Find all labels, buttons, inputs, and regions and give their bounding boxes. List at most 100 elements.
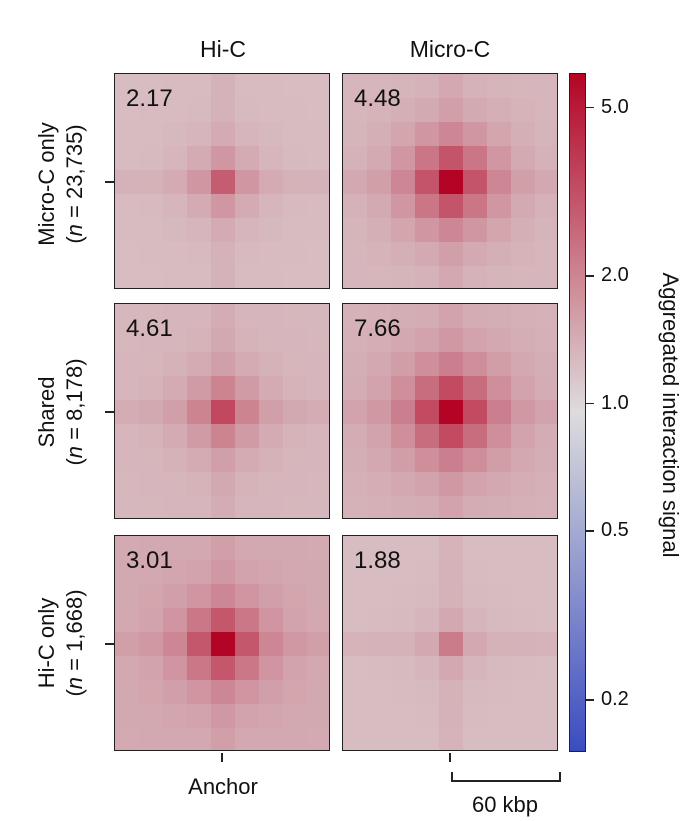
colorbar-tick-label: 0.5 <box>601 519 629 542</box>
heatmap-cell <box>439 304 464 329</box>
heatmap-cell <box>259 74 284 99</box>
heatmap-cell <box>235 74 260 99</box>
heatmap-cell <box>439 146 464 171</box>
heatmap-cell <box>235 242 260 267</box>
panel-value-label: 4.48 <box>354 85 401 112</box>
heatmap-cell <box>163 218 188 243</box>
heatmap-cell <box>259 242 284 267</box>
heatmap-cell <box>367 122 392 147</box>
row-label-count: (n = 8,178) <box>62 358 87 466</box>
heatmap-cell <box>115 560 140 585</box>
heatmap-cell <box>115 266 140 288</box>
heatmap-cell <box>139 728 164 750</box>
heatmap-cell <box>187 74 212 99</box>
heatmap-cell <box>259 728 284 750</box>
colorbar-tick <box>586 275 594 277</box>
heatmap-cell <box>535 560 557 585</box>
heatmap-cell <box>439 656 464 681</box>
heatmap-cell <box>535 584 557 609</box>
heatmap-cell <box>115 472 140 497</box>
heatmap-cell <box>211 608 236 633</box>
panel-value-label: 3.01 <box>126 547 173 574</box>
heatmap-cell <box>511 680 536 705</box>
heatmap-cell <box>487 472 512 497</box>
heatmap-cell <box>391 122 416 147</box>
heatmap-cell <box>511 376 536 401</box>
heatmap-cell <box>439 424 464 449</box>
heatmap-cell <box>139 608 164 633</box>
heatmap-cell <box>163 194 188 219</box>
heatmap-cell <box>367 74 392 99</box>
heatmap-cell <box>439 632 464 657</box>
heatmap-cell <box>139 496 164 518</box>
heatmap-cell <box>535 704 557 729</box>
heatmap-cell <box>343 728 368 750</box>
heatmap-grid <box>343 74 557 288</box>
heatmap-cell <box>211 194 236 219</box>
heatmap-cell <box>343 448 368 473</box>
heatmap-cell <box>307 146 329 171</box>
heatmap-cell <box>283 424 308 449</box>
heatmap-cell <box>115 656 140 681</box>
heatmap-cell <box>463 400 488 425</box>
heatmap-cell <box>259 472 284 497</box>
heatmap-cell <box>439 400 464 425</box>
heatmap-cell <box>463 266 488 288</box>
heatmap-cell <box>283 680 308 705</box>
heatmap-cell <box>463 376 488 401</box>
heatmap-cell <box>283 472 308 497</box>
heatmap-cell <box>235 424 260 449</box>
heatmap-cell <box>487 448 512 473</box>
heatmap-cell <box>283 218 308 243</box>
heatmap-cell <box>391 608 416 633</box>
heatmap-cell <box>163 424 188 449</box>
heatmap-cell <box>307 472 329 497</box>
colorbar-tick <box>586 699 594 701</box>
heatmap-cell <box>415 560 440 585</box>
heatmap-cell <box>535 448 557 473</box>
heatmap-cell <box>535 536 557 561</box>
heatmap-cell <box>367 304 392 329</box>
heatmap-cell <box>307 170 329 195</box>
heatmap-cell <box>439 218 464 243</box>
heatmap-cell <box>439 328 464 353</box>
heatmap-cell <box>367 656 392 681</box>
heatmap-cell <box>487 728 512 750</box>
heatmap-cell <box>463 536 488 561</box>
heatmap-cell <box>187 472 212 497</box>
heatmap-cell <box>187 632 212 657</box>
heatmap-cell <box>391 680 416 705</box>
heatmap-cell <box>115 98 140 123</box>
heatmap-cell <box>259 680 284 705</box>
heatmap-cell <box>511 424 536 449</box>
heatmap-cell <box>415 242 440 267</box>
heatmap-cell <box>307 328 329 353</box>
heatmap-cell <box>139 376 164 401</box>
heatmap-cell <box>115 608 140 633</box>
heatmap-cell <box>235 656 260 681</box>
heatmap-cell <box>511 608 536 633</box>
heatmap-cell <box>415 352 440 377</box>
heatmap-cell <box>163 304 188 329</box>
heatmap-panel-shared-hic: 4.61 <box>114 303 330 519</box>
heatmap-cell <box>259 352 284 377</box>
heatmap-cell <box>259 536 284 561</box>
heatmap-cell <box>343 608 368 633</box>
heatmap-cell <box>343 496 368 518</box>
heatmap-cell <box>163 656 188 681</box>
heatmap-cell <box>283 242 308 267</box>
heatmap-cell <box>535 98 557 123</box>
heatmap-cell <box>487 242 512 267</box>
heatmap-cell <box>259 194 284 219</box>
heatmap-cell <box>391 584 416 609</box>
heatmap-cell <box>235 472 260 497</box>
heatmap-cell <box>439 560 464 585</box>
heatmap-cell <box>139 242 164 267</box>
heatmap-cell <box>211 632 236 657</box>
heatmap-cell <box>139 74 164 99</box>
heatmap-cell <box>283 656 308 681</box>
heatmap-cell <box>235 352 260 377</box>
heatmap-cell <box>235 560 260 585</box>
heatmap-cell <box>259 170 284 195</box>
